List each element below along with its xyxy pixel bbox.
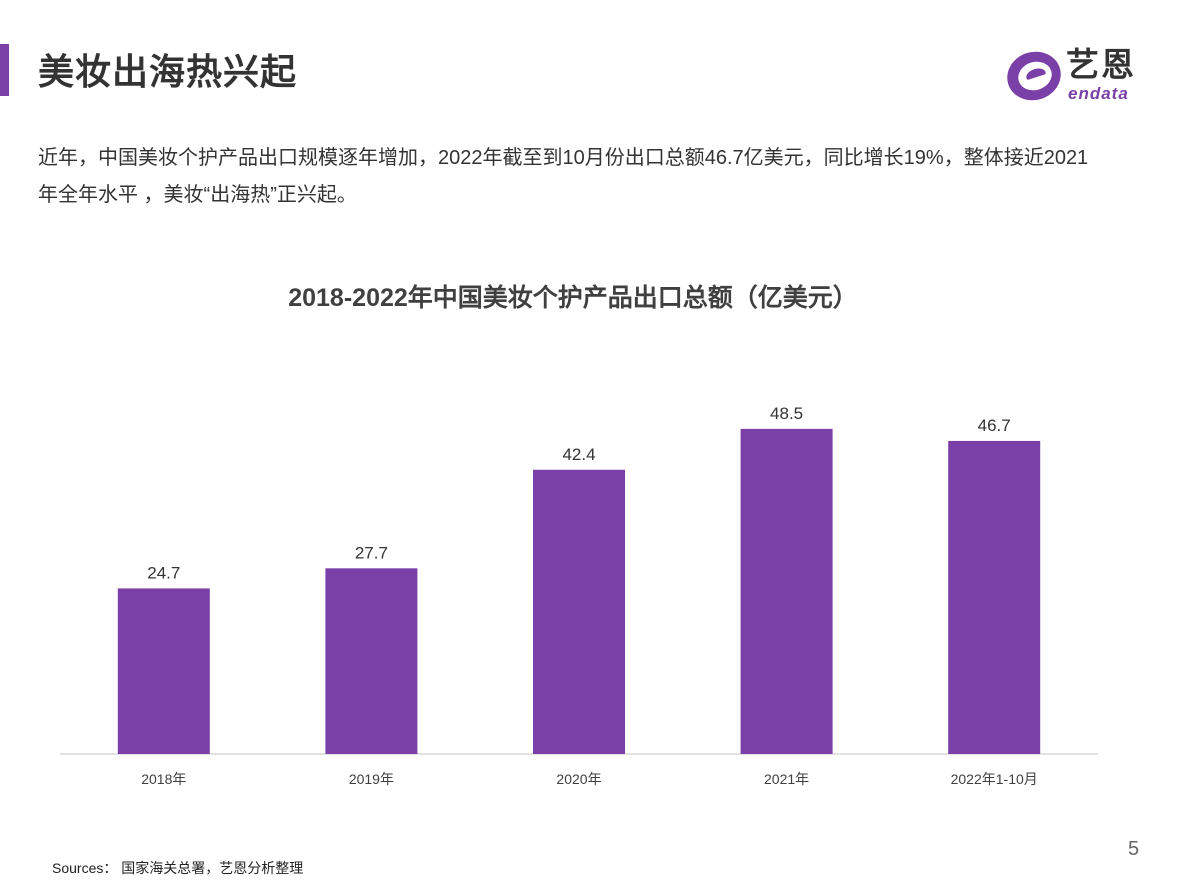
bar-chart: 24.7 2018年 27.7 2019年 42.4 2020年 48.5 2021年 46.7… [60,404,1098,787]
data-label-4: 46.7 [978,416,1011,435]
page-title: 美妆出海热兴起 [38,51,298,92]
x-tick-label-4: 2022年1-10月 [951,771,1038,787]
bar-2 [533,469,625,754]
data-label-1: 27.7 [355,543,388,562]
bar-0 [117,588,210,754]
page-number: 5 [1128,838,1140,860]
intro-paragraph: 近年，中国美妆个护产品出口规模逐年增加，2022年截至到10月份出口总额46.7… [38,147,1089,206]
bar-4 [948,440,1041,754]
x-tick-label-0: 2018年 [141,771,186,787]
bar-1 [325,568,418,754]
data-label-2: 42.4 [562,445,595,464]
endata-e-logo-icon [1007,51,1061,101]
x-tick-label-3: 2021年 [764,771,809,787]
logo-cn-text: 艺恩 [1066,46,1136,83]
title-accent-bar [0,44,9,96]
x-tick-label-2: 2020年 [556,771,601,787]
logo-en-text: endata [1068,84,1129,103]
data-label-3: 48.5 [770,404,803,423]
chart-title: 2018-2022年中国美妆个护产品出口总额（亿美元） [288,284,858,312]
source-note: Sources： 国家海关总署，艺恩分析整理 [52,860,304,876]
endata-logo: 艺恩 endata [1004,44,1154,106]
bar-3 [740,428,833,754]
x-tick-label-1: 2019年 [349,771,394,787]
data-label-0: 24.7 [147,563,180,582]
